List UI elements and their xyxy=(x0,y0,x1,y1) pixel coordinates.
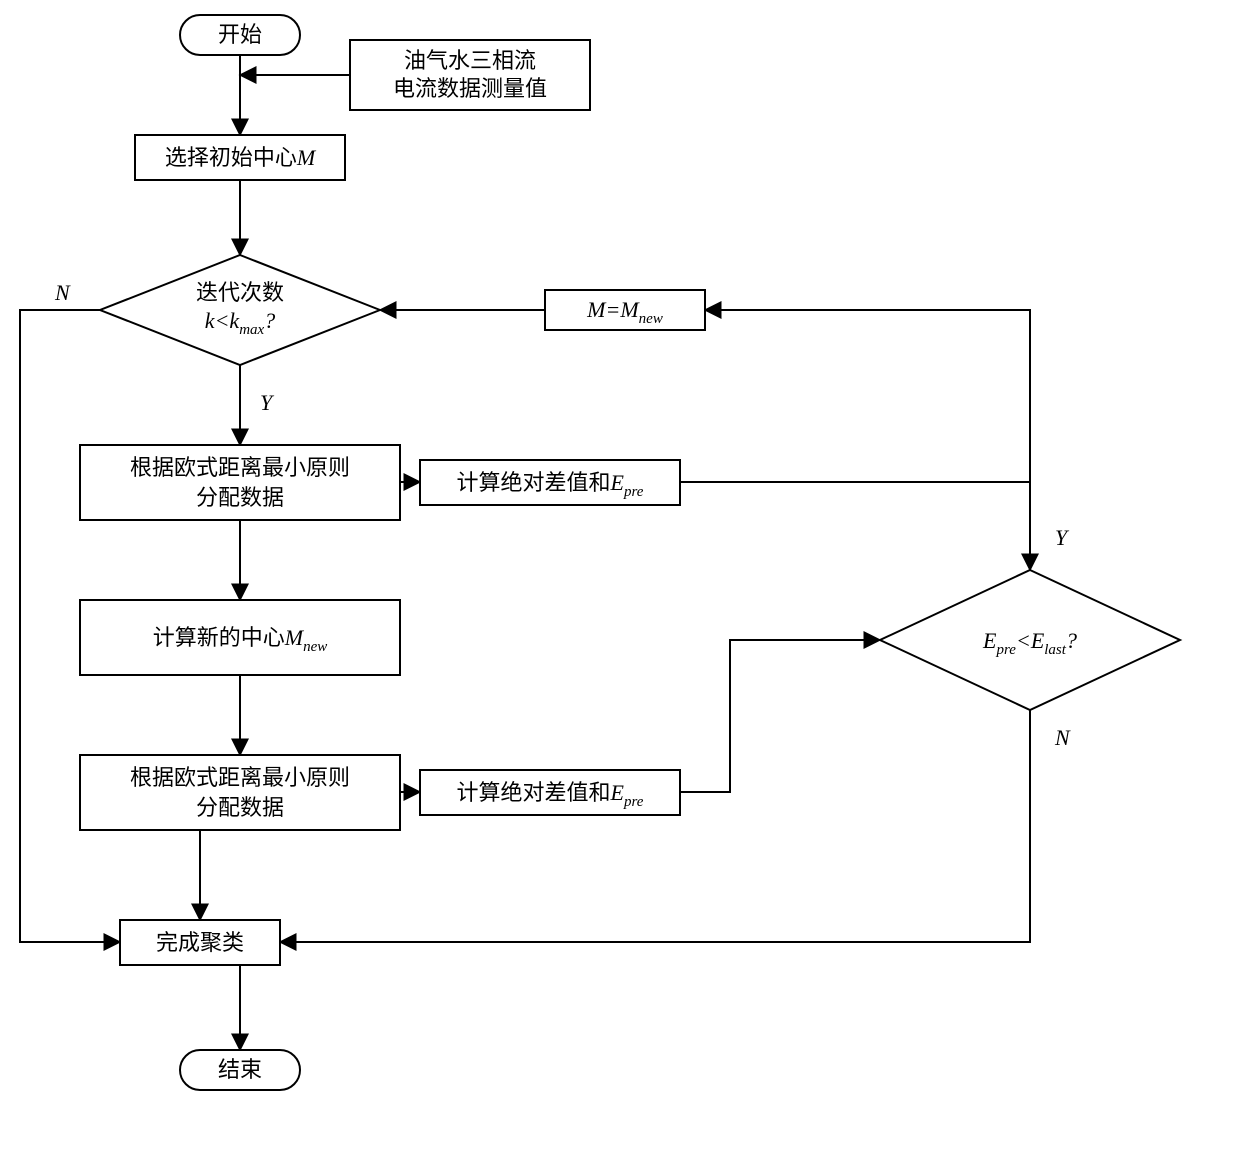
assign2-line2: 分配数据 xyxy=(196,795,284,820)
node-assign2: 根据欧式距离最小原则 分配数据 xyxy=(80,755,400,830)
node-assign1: 根据欧式距离最小原则 分配数据 xyxy=(80,445,400,520)
node-done: 完成聚类 xyxy=(120,920,280,965)
end-label: 结束 xyxy=(218,1057,262,1082)
branch-label-y1: Y xyxy=(260,390,275,415)
assign2-line1: 根据欧式距离最小原则 xyxy=(130,765,350,790)
input-line2: 电流数据测量值 xyxy=(393,76,547,101)
edges-layer xyxy=(20,55,1030,1050)
edge-ecmp-mupdate xyxy=(705,310,1030,570)
assign1-line2: 分配数据 xyxy=(196,485,284,510)
node-iter-decision: 迭代次数 k<kmax? xyxy=(100,255,380,365)
node-epre1: 计算绝对差值和Epre xyxy=(420,460,680,505)
edge-epre2-ecmp xyxy=(680,640,880,792)
node-epre2: 计算绝对差值和Epre xyxy=(420,770,680,815)
node-init-m: 选择初始中心M xyxy=(135,135,345,180)
initm-text: 选择初始中心M xyxy=(165,145,317,170)
node-input: 油气水三相流 电流数据测量值 xyxy=(350,40,590,110)
assign1-line1: 根据欧式距离最小原则 xyxy=(130,455,350,480)
node-m-update: M=Mnew xyxy=(545,290,705,330)
edge-epre1-ecmp xyxy=(680,482,1030,570)
branch-label-y2: Y xyxy=(1055,525,1070,550)
node-start: 开始 xyxy=(180,15,300,55)
branch-label-n1: N xyxy=(54,280,71,305)
start-label: 开始 xyxy=(218,22,262,47)
node-new-m: 计算新的中心Mnew xyxy=(80,600,400,675)
branch-label-n2: N xyxy=(1054,725,1071,750)
input-line1: 油气水三相流 xyxy=(404,48,536,73)
flowchart-canvas: Y N Y N 开始 油气水三相流 电流数据测量值 选择初始中心M 迭代次数 k… xyxy=(0,0,1240,1156)
node-end: 结束 xyxy=(180,1050,300,1090)
node-e-compare: Epre<Elast? xyxy=(880,570,1180,710)
done-label: 完成聚类 xyxy=(156,930,244,955)
iter-line1: 迭代次数 xyxy=(196,280,284,305)
